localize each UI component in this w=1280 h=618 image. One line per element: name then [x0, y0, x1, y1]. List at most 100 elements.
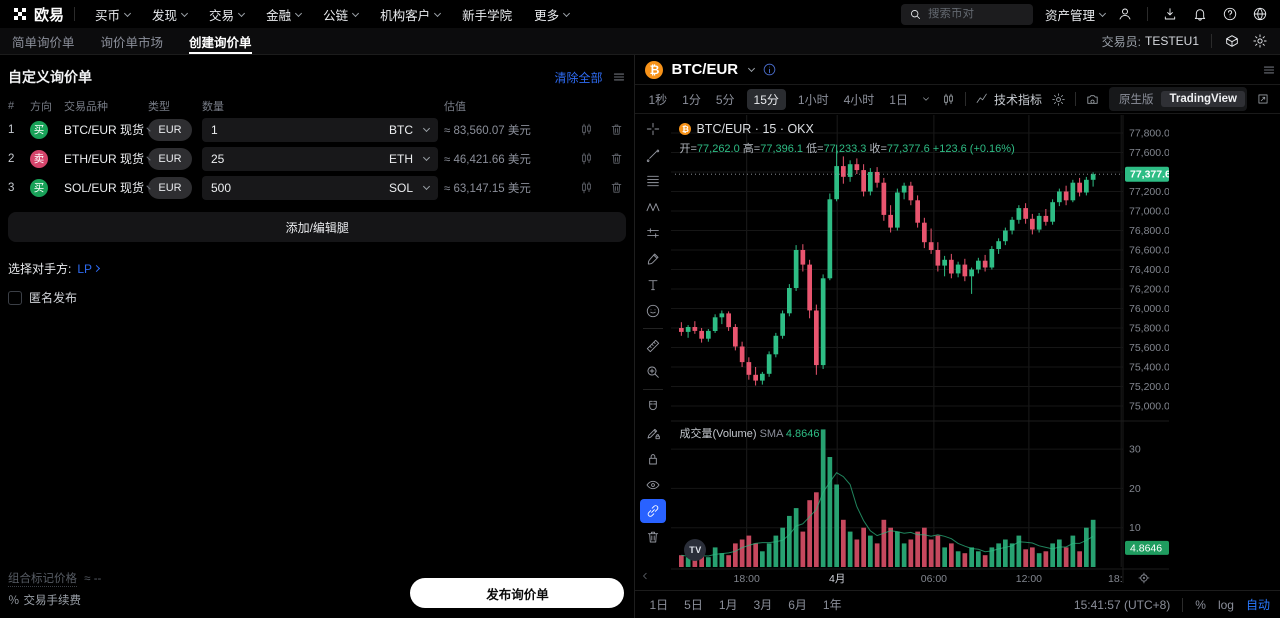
fib-retracement-tool[interactable] [640, 169, 666, 193]
bell-icon[interactable] [1192, 6, 1208, 22]
leg-delete-icon[interactable] [604, 122, 628, 137]
help-icon[interactable] [1222, 6, 1238, 22]
instrument-selector[interactable]: ETH/EUR 现货 [64, 150, 151, 167]
type-pill[interactable]: EUR [148, 118, 192, 141]
unit-dropdown[interactable]: ETH [389, 152, 431, 166]
ruler-tool[interactable] [640, 334, 666, 358]
tab-rfq-market[interactable]: 询价单市场 [100, 35, 164, 50]
range-1日[interactable]: 1日 [649, 598, 669, 612]
download-icon[interactable] [1162, 6, 1178, 22]
nav-item-buy-crypto[interactable]: 买币 [95, 5, 132, 24]
position-tool[interactable] [640, 221, 666, 245]
fullscreen-icon[interactable] [1256, 92, 1270, 106]
svg-text:77,200.0: 77,200.0 [1129, 186, 1169, 198]
add-edit-leg-button[interactable]: 添加/编辑腿 [8, 212, 627, 242]
indicators-button[interactable]: 技术指标 [975, 91, 1042, 108]
symbol-selector[interactable]: BTC/EUR [671, 61, 756, 78]
settings-gear-icon[interactable] [1252, 33, 1268, 49]
search-box[interactable] [900, 3, 1033, 25]
info-icon[interactable] [762, 62, 777, 77]
counterparty-link[interactable]: LP [77, 262, 101, 276]
anonymous-checkbox[interactable] [8, 290, 22, 305]
chart-list-icon[interactable] [1262, 63, 1276, 77]
percent-scale-button[interactable]: % [1195, 597, 1206, 612]
assets-menu[interactable]: 资产管理 [1045, 5, 1107, 24]
range-6月[interactable]: 6月 [788, 598, 807, 612]
brush-tool[interactable] [640, 247, 666, 271]
okx-logo[interactable]: 欧易 [12, 4, 64, 25]
crosshair-tool[interactable] [640, 117, 666, 141]
subnav-right: 交易员: TESTEU1 [1102, 33, 1268, 50]
interval-1日[interactable]: 1日 [889, 92, 908, 107]
leg-chart-icon[interactable] [574, 180, 598, 195]
publish-rfq-button[interactable]: 发布询价单 [410, 578, 625, 608]
interval-5分[interactable]: 5分 [715, 92, 735, 107]
interval-1秒[interactable]: 1秒 [648, 92, 668, 107]
link-tool[interactable] [640, 499, 667, 523]
chart-settings-icon[interactable] [1051, 92, 1066, 107]
instrument-selector[interactable]: SOL/EUR 现货 [64, 179, 151, 196]
tab-create-rfq[interactable]: 创建询价单 [189, 28, 252, 54]
xabcd-pattern-tool[interactable] [640, 195, 666, 219]
leg-delete-icon[interactable] [604, 180, 628, 195]
emoji-tool[interactable] [640, 299, 666, 323]
range-3月[interactable]: 3月 [753, 598, 773, 612]
unit-dropdown[interactable]: BTC [389, 123, 431, 137]
range-5日[interactable]: 5日 [684, 598, 703, 612]
text-tool[interactable] [640, 273, 666, 297]
orders-icon[interactable] [1224, 33, 1240, 49]
nav-item-discover[interactable]: 发现 [152, 5, 189, 24]
trader-value: TESTEU1 [1144, 34, 1199, 48]
user-icon[interactable] [1117, 6, 1133, 22]
nav-icons [1117, 6, 1268, 22]
range-1年[interactable]: 1年 [822, 598, 842, 612]
instrument-selector[interactable]: BTC/EUR 现货 [64, 121, 151, 138]
amount-input[interactable]: 500 SOL [202, 175, 438, 200]
lock-all-tool[interactable] [640, 447, 666, 471]
chart-canvas[interactable]: 75,000.0 75,200.0 75,400.0 75,600.0 75,800.0… [671, 115, 1172, 592]
search-input[interactable] [927, 8, 1018, 20]
interval-dropdown-icon[interactable] [920, 93, 932, 105]
hide-drawings-tool[interactable] [640, 473, 666, 497]
magnet-tool[interactable] [640, 395, 666, 419]
interval-15分[interactable]: 15分 [746, 88, 786, 110]
amount-input[interactable]: 25 ETH [202, 146, 438, 171]
version-tab-TradingView[interactable]: TradingView [1161, 91, 1245, 107]
main-area: 自定义询价单 清除全部 # 方向 交易品种 类型 数量 估值 1 买 BTC/EUR… [0, 55, 1280, 618]
amount-input[interactable]: 1 BTC [202, 117, 438, 142]
globe-icon[interactable] [1252, 6, 1268, 22]
nav-item-chain[interactable]: 公链 [323, 5, 360, 24]
type-pill[interactable]: EUR [148, 176, 192, 199]
nav-item-institutions[interactable]: 机构客户 [380, 5, 442, 24]
nav-item-finance[interactable]: 金融 [266, 5, 303, 24]
scroll-left-icon[interactable] [639, 570, 651, 582]
interval-1分[interactable]: 1分 [682, 92, 701, 107]
leg-delete-icon[interactable] [604, 151, 628, 166]
log-scale-button[interactable]: log [1217, 597, 1234, 612]
tab-simple-rfq[interactable]: 简单询价单 [12, 35, 75, 50]
unit-dropdown[interactable]: SOL [389, 181, 431, 195]
leg-chart-icon[interactable] [574, 122, 598, 137]
drawing-lock-tool[interactable] [640, 421, 666, 445]
nav-item-more[interactable]: 更多 [534, 5, 571, 24]
panel-menu-icon[interactable] [612, 70, 626, 84]
clock[interactable]: 15:41:57 (UTC+8) [1073, 597, 1171, 612]
nav-item-academy[interactable]: 新手学院 [462, 8, 513, 23]
clear-all-link[interactable]: 清除全部 [554, 70, 603, 85]
rfq-panel: 自定义询价单 清除全部 # 方向 交易品种 类型 数量 估值 1 买 BTC/EUR… [0, 55, 635, 618]
trendline-tool[interactable] [640, 143, 666, 167]
auto-scale-button[interactable]: 自动 [1245, 598, 1270, 612]
leg-chart-icon[interactable] [574, 151, 598, 166]
zoom-in-tool[interactable] [640, 360, 666, 384]
interval-4小时[interactable]: 4小时 [843, 92, 875, 107]
remove-drawings-tool[interactable] [640, 525, 666, 549]
nav-item-trade[interactable]: 交易 [209, 5, 246, 24]
fee-label[interactable]: 交易手续费 [23, 595, 82, 607]
range-1月[interactable]: 1月 [718, 598, 738, 612]
type-pill[interactable]: EUR [148, 147, 192, 170]
interval-1小时[interactable]: 1小时 [797, 92, 829, 107]
candle-style-icon[interactable] [941, 92, 956, 107]
snapshot-camera-icon[interactable] [1085, 92, 1100, 107]
version-tab-原生版[interactable]: 原生版 [1118, 94, 1154, 106]
